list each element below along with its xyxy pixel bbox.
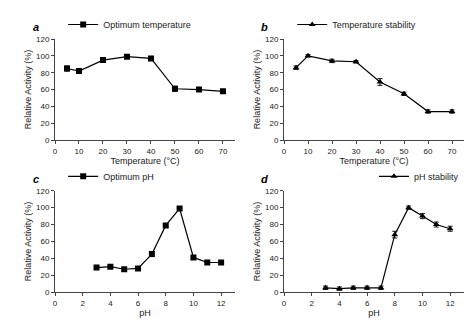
svg-text:0: 0 xyxy=(282,147,287,156)
svg-text:80: 80 xyxy=(270,69,279,78)
svg-text:30: 30 xyxy=(123,147,132,156)
svg-text:8: 8 xyxy=(393,299,398,308)
svg-text:120: 120 xyxy=(265,187,279,196)
svg-text:100: 100 xyxy=(36,203,50,212)
svg-text:80: 80 xyxy=(40,220,49,229)
svg-text:4: 4 xyxy=(337,299,342,308)
svg-text:20: 20 xyxy=(270,119,279,128)
svg-text:12: 12 xyxy=(217,299,226,308)
svg-text:4: 4 xyxy=(108,299,113,308)
svg-text:0: 0 xyxy=(53,299,58,308)
svg-text:60: 60 xyxy=(195,147,204,156)
svg-text:20: 20 xyxy=(270,271,279,280)
svg-text:100: 100 xyxy=(265,52,279,61)
svg-text:0: 0 xyxy=(45,288,50,297)
svg-text:10: 10 xyxy=(189,299,198,308)
svg-text:Relative Activity (%): Relative Activity (%) xyxy=(23,202,33,282)
svg-text:pH stability: pH stability xyxy=(414,172,459,182)
svg-text:10: 10 xyxy=(75,147,84,156)
svg-text:10: 10 xyxy=(304,147,313,156)
svg-text:Relative Activity (%): Relative Activity (%) xyxy=(252,50,262,130)
svg-text:Optimum temperature: Optimum temperature xyxy=(103,20,191,30)
svg-text:a: a xyxy=(33,21,39,33)
svg-text:40: 40 xyxy=(147,147,156,156)
svg-text:20: 20 xyxy=(328,147,337,156)
svg-text:8: 8 xyxy=(164,299,169,308)
svg-text:Relative Activity (%): Relative Activity (%) xyxy=(23,50,33,130)
svg-text:120: 120 xyxy=(36,35,50,44)
svg-text:30: 30 xyxy=(352,147,361,156)
svg-text:60: 60 xyxy=(270,85,279,94)
svg-text:Temperature (°C): Temperature (°C) xyxy=(110,156,179,166)
svg-text:70: 70 xyxy=(219,147,228,156)
svg-text:0: 0 xyxy=(274,136,279,145)
svg-text:100: 100 xyxy=(36,52,50,61)
svg-text:10: 10 xyxy=(418,299,427,308)
svg-text:80: 80 xyxy=(40,69,49,78)
svg-text:0: 0 xyxy=(53,147,58,156)
svg-text:Temperature stability: Temperature stability xyxy=(332,20,416,30)
svg-text:0: 0 xyxy=(282,299,287,308)
svg-text:120: 120 xyxy=(36,187,50,196)
svg-text:0: 0 xyxy=(45,136,50,145)
svg-text:pH: pH xyxy=(139,308,151,318)
svg-text:20: 20 xyxy=(99,147,108,156)
svg-text:40: 40 xyxy=(40,102,49,111)
svg-text:50: 50 xyxy=(171,147,180,156)
svg-text:6: 6 xyxy=(136,299,141,308)
svg-text:20: 20 xyxy=(40,271,49,280)
svg-text:b: b xyxy=(261,21,268,33)
svg-text:80: 80 xyxy=(270,220,279,229)
svg-text:40: 40 xyxy=(270,102,279,111)
svg-text:2: 2 xyxy=(80,299,85,308)
svg-text:c: c xyxy=(33,173,39,185)
svg-text:40: 40 xyxy=(270,254,279,263)
svg-text:Relative Activity (%): Relative Activity (%) xyxy=(252,202,262,282)
svg-text:12: 12 xyxy=(446,299,455,308)
svg-text:40: 40 xyxy=(376,147,385,156)
svg-text:60: 60 xyxy=(40,85,49,94)
svg-text:20: 20 xyxy=(40,119,49,128)
svg-text:60: 60 xyxy=(424,147,433,156)
svg-text:60: 60 xyxy=(40,237,49,246)
svg-text:Temperature (°C): Temperature (°C) xyxy=(339,156,408,166)
svg-text:40: 40 xyxy=(40,254,49,263)
svg-text:70: 70 xyxy=(448,147,457,156)
svg-text:60: 60 xyxy=(270,237,279,246)
svg-text:100: 100 xyxy=(265,203,279,212)
svg-text:50: 50 xyxy=(400,147,409,156)
svg-text:0: 0 xyxy=(274,288,279,297)
svg-text:6: 6 xyxy=(365,299,370,308)
svg-text:pH: pH xyxy=(368,308,380,318)
svg-text:2: 2 xyxy=(310,299,315,308)
svg-text:120: 120 xyxy=(265,35,279,44)
svg-text:Optimum pH: Optimum pH xyxy=(103,172,154,182)
svg-text:d: d xyxy=(261,173,268,185)
